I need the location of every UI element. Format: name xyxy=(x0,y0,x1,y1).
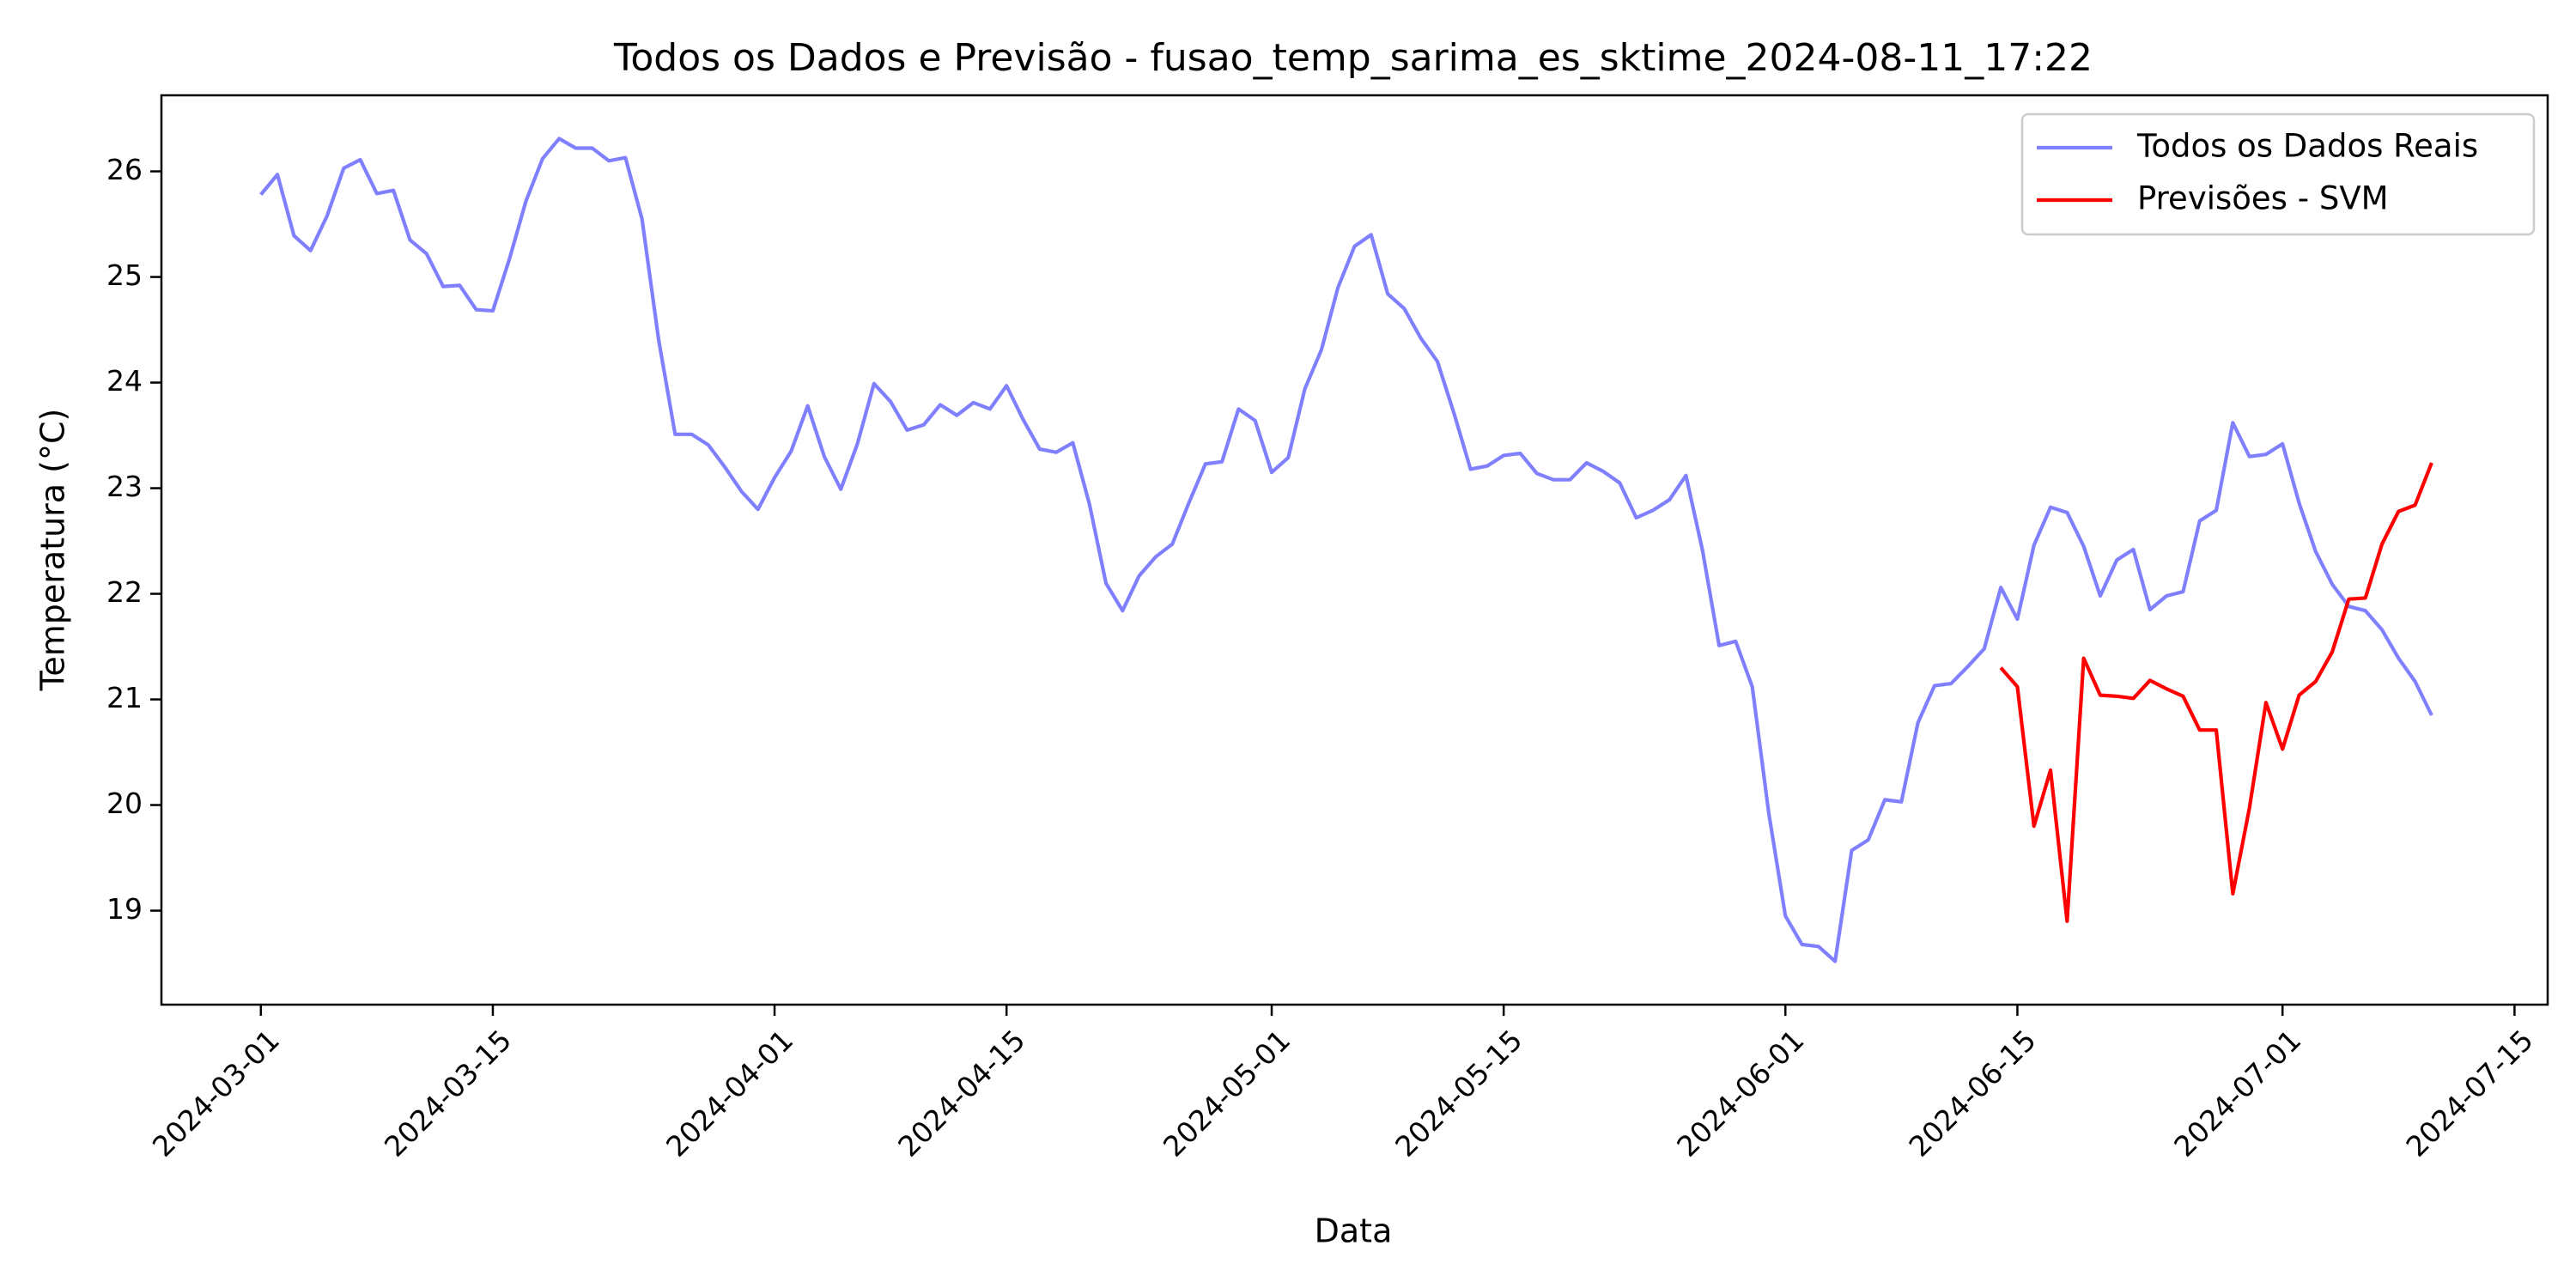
y-tick-label: 19 xyxy=(106,892,143,926)
y-tick-label: 26 xyxy=(106,153,143,186)
x-tick-label: 2024-07-01 xyxy=(2167,1024,2307,1163)
y-tick-label: 20 xyxy=(106,787,143,820)
x-axis-label: Data xyxy=(1315,1212,1393,1250)
y-tick-label: 23 xyxy=(106,470,143,503)
x-tick-label: 2024-05-15 xyxy=(1388,1024,1528,1163)
legend-label: Previsões - SVM xyxy=(2137,180,2389,217)
x-tick-label: 2024-07-15 xyxy=(2399,1024,2539,1163)
x-tick-label: 2024-06-01 xyxy=(1670,1024,1810,1163)
x-tick-label: 2024-03-01 xyxy=(146,1024,286,1163)
data-line xyxy=(259,137,2433,963)
x-tick-label: 2024-04-15 xyxy=(891,1024,1031,1163)
y-tick-label: 21 xyxy=(106,681,143,714)
legend-box xyxy=(2020,112,2536,236)
y-tick-label: 25 xyxy=(106,258,143,292)
x-tick-label: 2024-06-15 xyxy=(1902,1024,2042,1163)
x-tick-label: 2024-04-01 xyxy=(659,1024,799,1163)
y-tick-label: 22 xyxy=(106,575,143,609)
legend-label: Todos os Dados Reais xyxy=(2136,128,2478,165)
x-tick-label: 2024-05-01 xyxy=(1157,1024,1297,1163)
data-line xyxy=(1999,462,2433,923)
y-axis-label: Temperatura (°C) xyxy=(34,409,72,692)
x-tick-label: 2024-03-15 xyxy=(378,1024,518,1163)
y-tick-label: 24 xyxy=(106,364,143,398)
chart-title: Todos os Dados e Previsão - fusao_temp_s… xyxy=(613,36,2093,80)
plot-frame xyxy=(160,94,2549,1006)
